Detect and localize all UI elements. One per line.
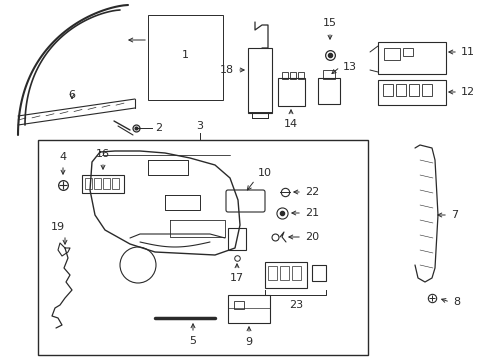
Bar — [421, 84, 431, 96]
Bar — [395, 84, 405, 96]
Bar — [317, 78, 339, 104]
Bar — [297, 72, 304, 79]
Bar — [94, 178, 101, 189]
Bar — [38, 140, 367, 355]
Text: 2: 2 — [155, 123, 162, 133]
Text: 4: 4 — [60, 152, 66, 162]
Text: 10: 10 — [258, 168, 271, 178]
Bar — [291, 266, 301, 280]
Bar — [112, 178, 119, 189]
Bar — [280, 266, 288, 280]
Bar — [323, 70, 334, 79]
Text: 11: 11 — [460, 47, 474, 57]
Text: 21: 21 — [305, 208, 319, 218]
Bar — [148, 15, 223, 100]
Bar — [103, 178, 110, 189]
Bar — [227, 295, 269, 323]
Text: 22: 22 — [305, 187, 319, 197]
Text: 17: 17 — [229, 273, 244, 283]
Text: 12: 12 — [460, 87, 474, 97]
Bar — [382, 84, 392, 96]
Bar — [247, 48, 271, 113]
Bar — [234, 301, 244, 309]
Text: 1: 1 — [181, 50, 188, 60]
Bar — [278, 78, 305, 106]
Text: 8: 8 — [452, 297, 459, 307]
Bar — [264, 262, 306, 288]
Bar — [267, 266, 276, 280]
Bar — [383, 48, 399, 60]
Bar — [311, 265, 325, 281]
Bar — [289, 72, 295, 79]
Text: 3: 3 — [196, 121, 203, 131]
Text: 13: 13 — [342, 62, 356, 72]
Bar — [82, 175, 124, 193]
Text: 20: 20 — [305, 232, 319, 242]
Text: 16: 16 — [96, 149, 110, 159]
Bar — [282, 72, 287, 79]
Text: 15: 15 — [323, 18, 336, 28]
Bar — [408, 84, 418, 96]
Bar — [85, 178, 92, 189]
Text: 9: 9 — [245, 337, 252, 347]
Text: 5: 5 — [189, 336, 196, 346]
Text: 18: 18 — [220, 65, 234, 75]
Bar — [402, 48, 412, 56]
Bar — [377, 42, 445, 74]
Text: 6: 6 — [68, 90, 75, 100]
Bar — [377, 80, 445, 105]
Bar — [227, 228, 245, 250]
Text: 14: 14 — [284, 119, 298, 129]
Text: 23: 23 — [288, 300, 303, 310]
Text: 7: 7 — [450, 210, 457, 220]
Text: 19: 19 — [51, 222, 65, 232]
